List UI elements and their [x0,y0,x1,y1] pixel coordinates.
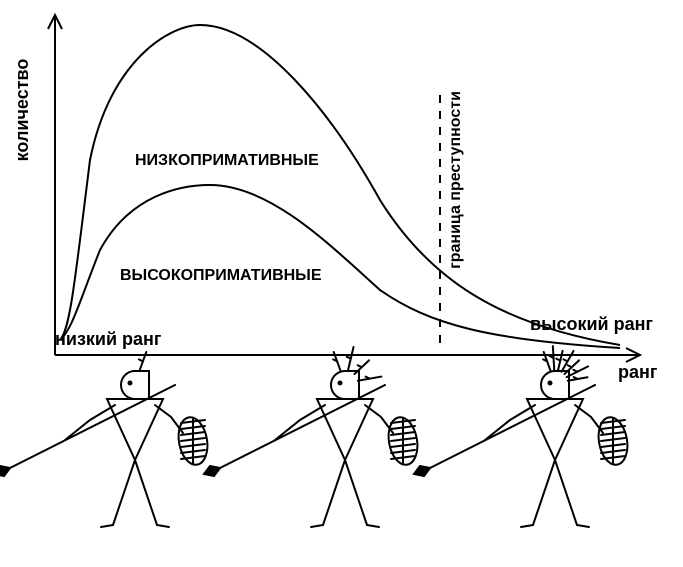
axes [48,15,640,362]
warriors-row [0,346,631,527]
y-axis-label: количество [12,59,32,162]
right-end-label: высокий ранг [530,314,653,334]
left-end-label: низкий ранг [55,329,162,349]
curve-lower-label: ВЫСОКОПРИМАТИВНЫЕ [120,267,322,284]
warrior-figure [204,347,421,527]
diagram-root: количество ранг НИЗКОПРИМАТИВНЫЕ ВЫСОКОП… [0,0,683,567]
x-axis-label: ранг [618,362,658,382]
curve-upper-label: НИЗКОПРИМАТИВНЫЕ [135,152,319,169]
warrior-figure [0,352,211,527]
boundary-label: граница преступности [447,91,464,269]
warrior-figure [414,346,631,527]
curve-upper [60,25,620,345]
